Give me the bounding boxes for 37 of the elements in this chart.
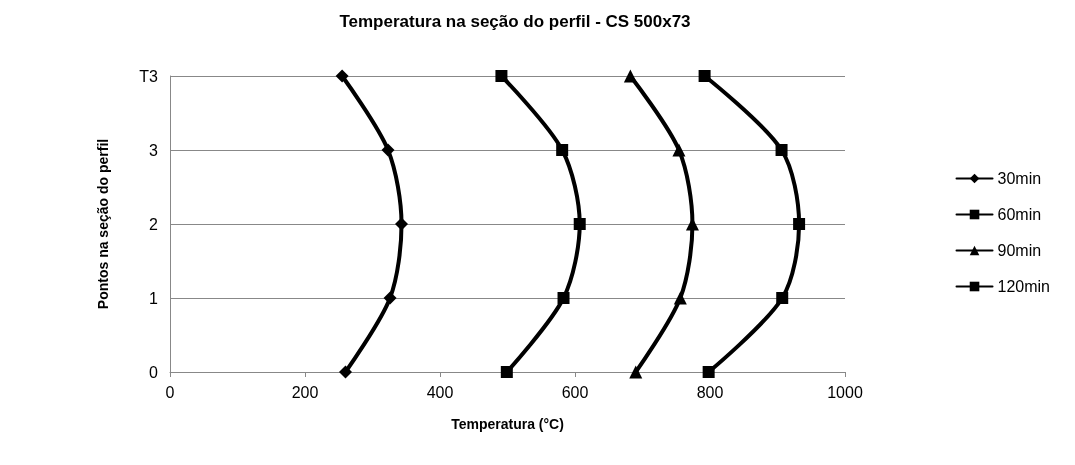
point [500,366,513,378]
point [495,70,508,82]
point [629,365,643,379]
y-tick-label: 0 [149,363,159,381]
y-axis-title: Pontos na seção do perfil [95,138,111,310]
legend-label: 30min [997,170,1042,187]
point [381,143,395,157]
point [702,366,715,378]
y-tick-label: 3 [149,141,159,159]
x-tick-label: 600 [561,383,589,401]
point [395,217,409,231]
point [623,69,637,83]
x-axis-title: Temperatura (°C) [451,416,564,432]
x-tick-label: 1000 [827,383,863,401]
point [383,291,397,305]
x-tick-label: 200 [291,383,319,401]
y-tick-label: 2 [149,215,159,233]
chart-title: Temperatura na seção do perfil - CS 500x73 [339,12,691,31]
point [557,292,570,304]
point [793,218,806,230]
point [573,218,586,230]
x-tick-label: 400 [426,383,454,401]
point [673,291,687,305]
y-tick-label: T3 [139,67,159,85]
point [775,144,788,156]
point [339,365,352,379]
point [672,143,686,157]
legend-label: 120min [997,278,1051,295]
x-tick-label: 0 [165,383,175,401]
point [776,292,789,304]
legend-label: 90min [997,242,1042,259]
y-tick-label: 1 [149,289,159,307]
point [335,69,349,83]
point [556,144,569,156]
legend-label: 60min [997,206,1042,223]
x-tick-label: 800 [696,383,724,401]
point [698,70,711,82]
